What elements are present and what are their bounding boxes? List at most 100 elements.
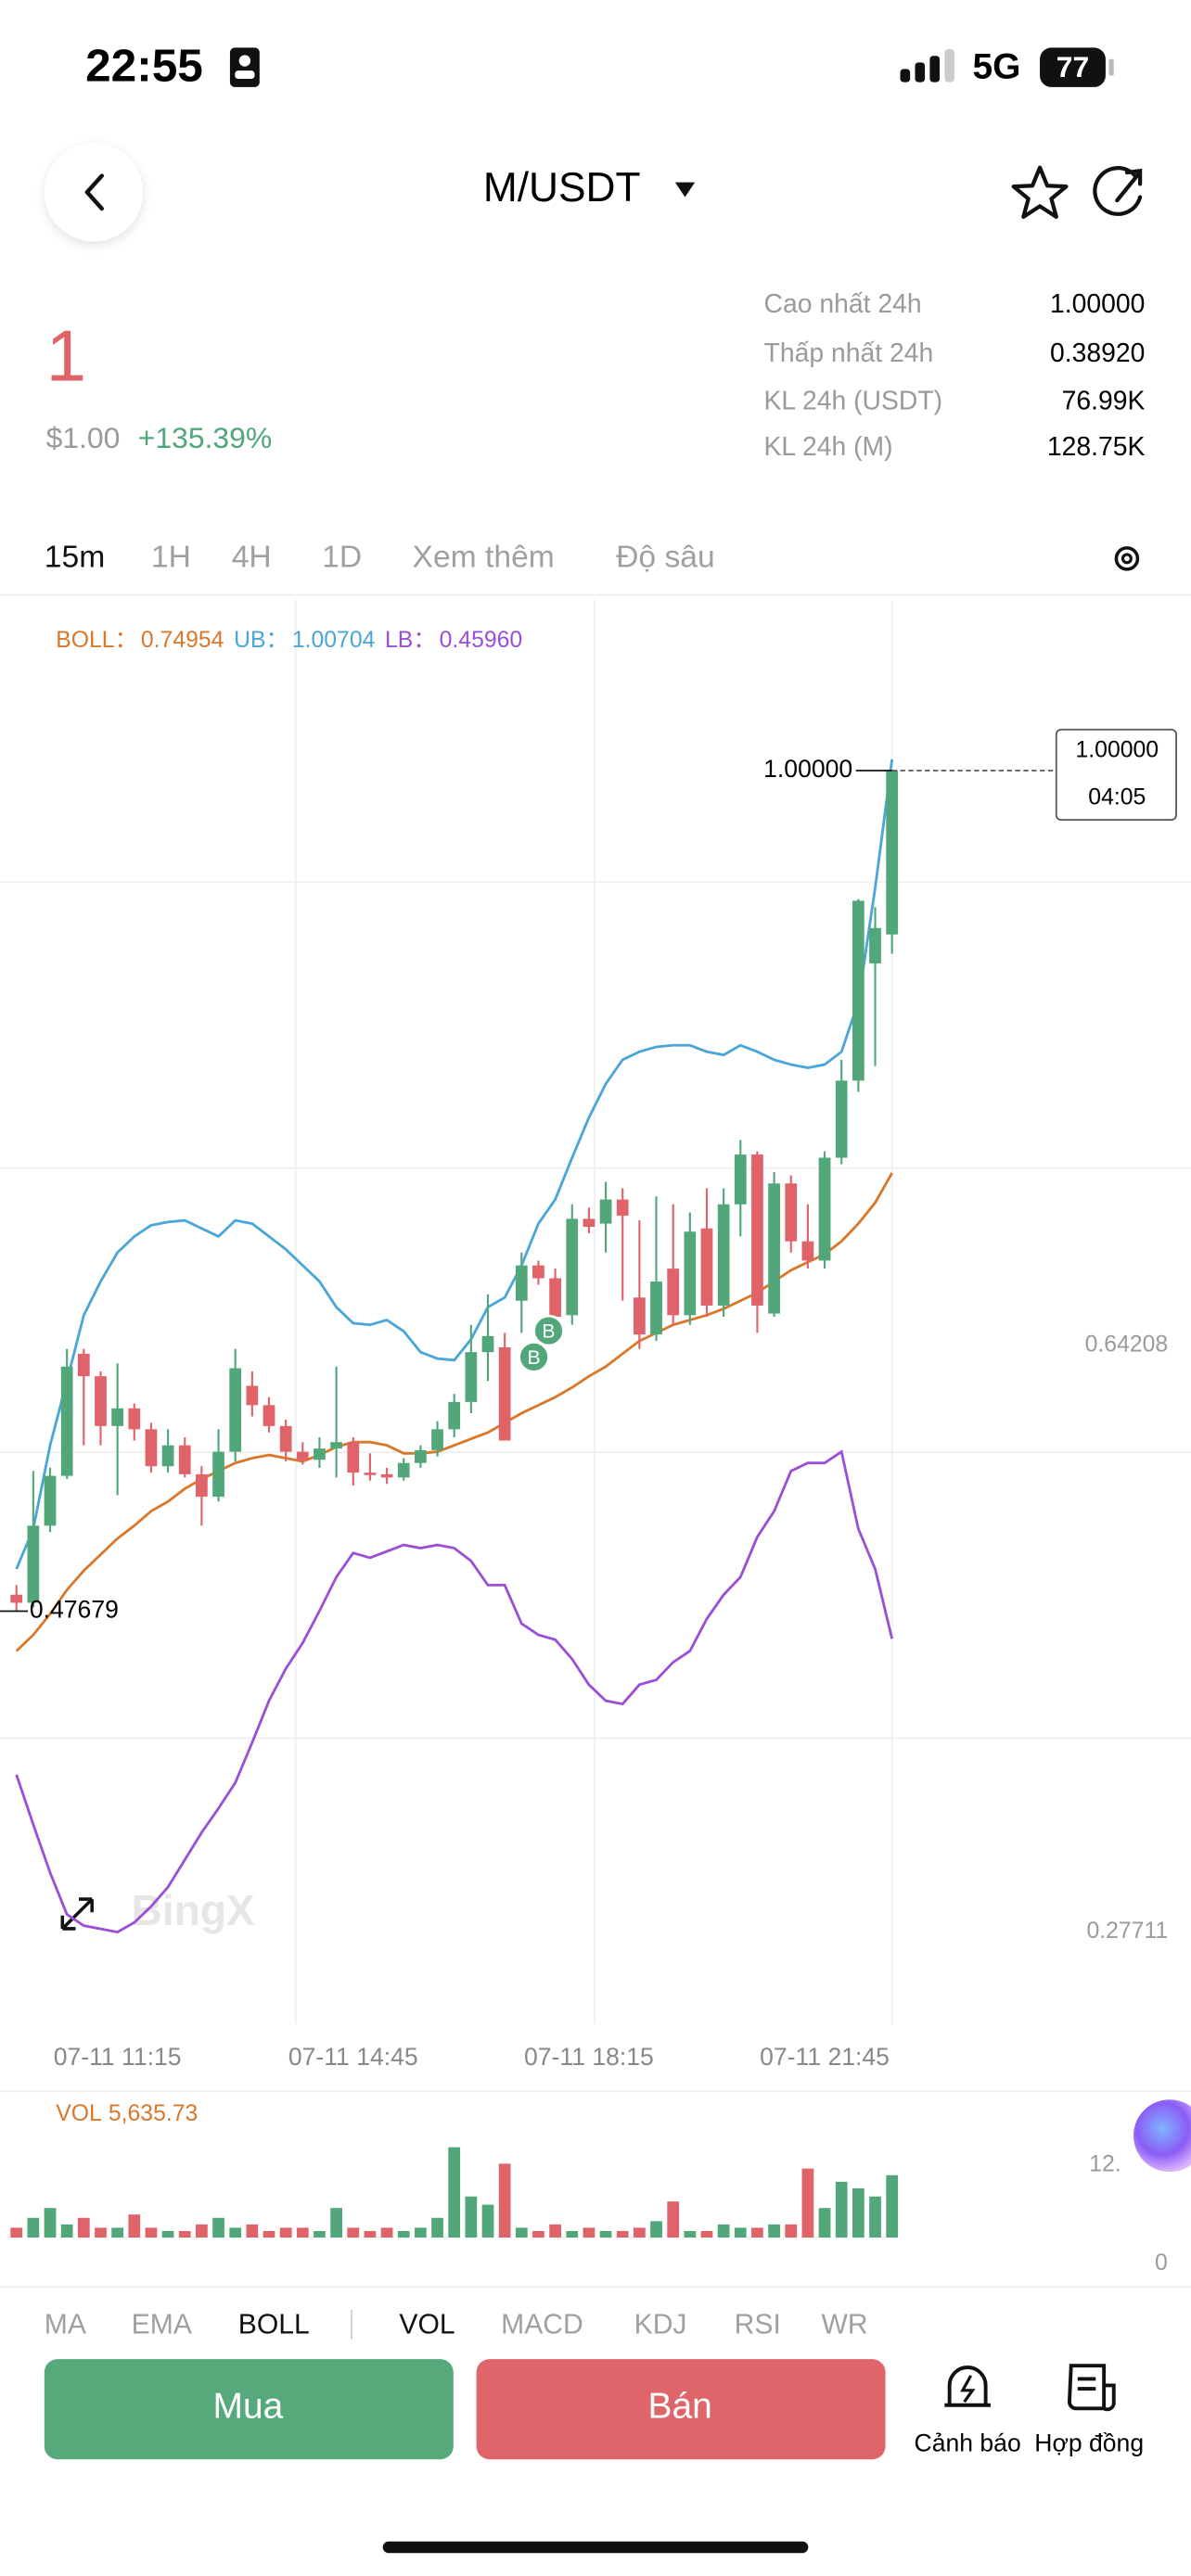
candle-body: [616, 1199, 629, 1216]
candle-body: [650, 1281, 662, 1335]
watermark: BingX: [132, 1886, 255, 1934]
stat-label: Cao nhất 24h: [764, 289, 922, 319]
timeframe-tab[interactable]: Xem thêm: [413, 540, 555, 574]
volume-bar: [667, 2201, 680, 2238]
indicator-tab[interactable]: MA: [45, 2310, 87, 2340]
countdown: 04:05: [1088, 785, 1146, 810]
candle-body: [566, 1218, 579, 1316]
candle-body: [734, 1154, 747, 1205]
stat-value: 128.75K: [1047, 432, 1146, 462]
share-icon[interactable]: [1093, 166, 1143, 216]
x-tick-label: 07-11 14:45: [288, 2043, 418, 2071]
timeframe-tab[interactable]: 1H: [151, 540, 191, 574]
stat-value: 0.38920: [1050, 338, 1145, 368]
volume-bar: [145, 2227, 158, 2238]
candle-body: [178, 1445, 191, 1474]
y-tick-label: 0.27711: [1086, 1919, 1168, 1944]
volume-bar: [835, 2181, 848, 2238]
candle-body: [314, 1448, 326, 1460]
buy-label: Mua: [213, 2387, 284, 2427]
status-icon: [235, 70, 255, 80]
volume-bar: [111, 2227, 124, 2238]
candle-body: [44, 1475, 57, 1526]
volume-bar: [161, 2230, 174, 2238]
pair-title[interactable]: M/USDT: [483, 165, 641, 210]
volume-bar: [296, 2227, 309, 2238]
sell-button[interactable]: [476, 2359, 886, 2460]
settings-icon[interactable]: [1114, 546, 1140, 571]
trade-marker-label: B: [527, 1346, 540, 1369]
volume-bar: [616, 2230, 629, 2238]
dropdown-icon[interactable]: [674, 182, 696, 198]
indicator-tab[interactable]: MACD: [501, 2310, 583, 2340]
expand-icon[interactable]: [60, 1897, 94, 1931]
status-time: 22:55: [85, 39, 203, 91]
indicator-tab[interactable]: EMA: [132, 2310, 193, 2340]
candle-body: [785, 1183, 798, 1242]
sell-label: Bán: [648, 2387, 712, 2427]
vol-name: VOL: [56, 2101, 102, 2126]
boll-line: [15, 1449, 894, 1934]
timeframe-tab[interactable]: 4H: [232, 540, 272, 574]
back-button[interactable]: [44, 143, 144, 242]
volume-bar: [263, 2230, 275, 2238]
candle-body: [397, 1462, 410, 1478]
volume-bar: [431, 2217, 443, 2238]
volume-bar: [246, 2224, 259, 2238]
volume-bar: [818, 2208, 831, 2238]
assistant-bubble[interactable]: [1133, 2099, 1191, 2173]
stat-label: KL 24h (USDT): [764, 387, 943, 416]
volume-bar: [481, 2204, 494, 2238]
candle-body: [229, 1368, 242, 1452]
buy-button[interactable]: [44, 2359, 454, 2460]
alert-icon[interactable]: [944, 2366, 991, 2407]
candle-body: [465, 1352, 478, 1402]
volume-bar: [196, 2224, 208, 2238]
volume-bar: [785, 2224, 798, 2238]
legend-value: 1.00704: [292, 628, 376, 653]
timeframe-tab[interactable]: 1D: [322, 540, 362, 574]
indicator-tab[interactable]: RSI: [735, 2310, 781, 2340]
candle-body: [77, 1353, 90, 1377]
min-marker-label: 0.47679: [30, 1595, 119, 1623]
candle-body: [128, 1408, 141, 1430]
volume-bar: [886, 2174, 899, 2238]
indicator-tab[interactable]: WR: [822, 2310, 868, 2340]
timeframe-tab[interactable]: 15m: [45, 540, 105, 574]
status-icon: [238, 55, 251, 67]
candle-body: [532, 1265, 544, 1279]
timeframe-tab[interactable]: Độ sâu: [616, 540, 715, 574]
candle-body: [95, 1376, 107, 1426]
volume-bar: [128, 2214, 141, 2238]
volume-bar: [465, 2196, 478, 2238]
candle-body: [431, 1429, 443, 1450]
signal-icon: [900, 49, 954, 83]
indicator-tab[interactable]: BOLL: [238, 2310, 310, 2340]
indicator-tab[interactable]: VOL: [399, 2310, 455, 2340]
contract-label[interactable]: Hợp đồng: [1034, 2429, 1144, 2456]
candle-body: [583, 1218, 596, 1228]
candle-body: [599, 1199, 612, 1224]
last-price: 1: [46, 314, 86, 396]
indicator-tab[interactable]: KDJ: [634, 2310, 687, 2340]
last-price-box: [1055, 728, 1177, 822]
candle-body: [145, 1429, 158, 1467]
contract-icon[interactable]: [1067, 2364, 1116, 2412]
volume-bar: [852, 2187, 864, 2238]
battery-level: 77: [1057, 50, 1089, 83]
volume-bar: [684, 2230, 697, 2238]
settings-icon: [1121, 553, 1133, 565]
candle-body: [549, 1278, 561, 1318]
volume-bar: [212, 2217, 224, 2238]
volume-bar: [229, 2227, 242, 2238]
grid: [0, 599, 1191, 2024]
status-icon: [229, 47, 260, 87]
volume-bar: [515, 2227, 528, 2238]
candle-body: [684, 1231, 697, 1316]
alert-label[interactable]: Cảnh báo: [915, 2429, 1021, 2456]
volume-bar: [95, 2227, 107, 2238]
volume-bar: [549, 2224, 561, 2238]
favorite-icon[interactable]: [1011, 165, 1069, 219]
candle-body: [347, 1442, 360, 1473]
